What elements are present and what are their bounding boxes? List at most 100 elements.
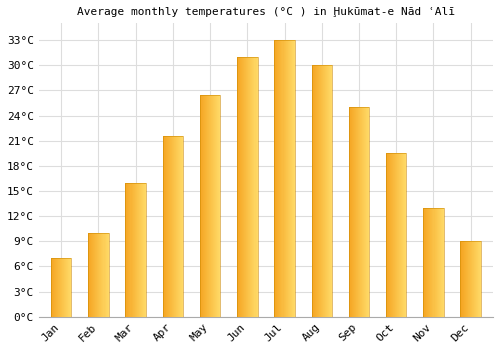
Bar [477,241,478,317]
Bar [211,94,212,317]
Bar [162,136,183,317]
Bar [64,258,65,317]
Bar [237,57,258,317]
Bar [321,65,322,317]
Bar [209,94,210,317]
Bar [172,136,173,317]
Bar [70,258,72,317]
Bar [363,107,364,317]
Bar [58,258,59,317]
Bar [88,233,89,317]
Bar [428,208,430,317]
Bar [480,241,481,317]
Bar [179,136,180,317]
Bar [162,136,164,317]
Bar [252,57,254,317]
Bar [327,65,328,317]
Bar [143,183,144,317]
Bar [214,94,215,317]
Bar [280,40,281,317]
Bar [359,107,360,317]
Bar [206,94,207,317]
Bar [292,40,294,317]
Bar [200,94,201,317]
Bar [316,65,318,317]
Bar [174,136,175,317]
Bar [215,94,216,317]
Bar [55,258,56,317]
Bar [366,107,367,317]
Bar [207,94,208,317]
Bar [98,233,100,317]
Bar [182,136,183,317]
Bar [238,57,239,317]
Bar [367,107,368,317]
Bar [88,233,108,317]
Bar [170,136,171,317]
Bar [169,136,170,317]
Bar [322,65,323,317]
Bar [326,65,327,317]
Bar [464,241,466,317]
Bar [318,65,320,317]
Bar [479,241,480,317]
Bar [476,241,477,317]
Bar [290,40,292,317]
Bar [145,183,146,317]
Bar [349,107,370,317]
Bar [312,65,314,317]
Bar [360,107,361,317]
Bar [354,107,355,317]
Bar [171,136,172,317]
Bar [434,208,436,317]
Bar [65,258,66,317]
Bar [201,94,202,317]
Bar [130,183,132,317]
Bar [402,153,404,317]
Bar [61,258,62,317]
Bar [426,208,428,317]
Bar [330,65,331,317]
Bar [466,241,468,317]
Bar [389,153,390,317]
Bar [358,107,359,317]
Bar [355,107,356,317]
Bar [62,258,63,317]
Bar [325,65,326,317]
Bar [430,208,432,317]
Bar [173,136,174,317]
Bar [398,153,400,317]
Bar [237,57,238,317]
Bar [284,40,286,317]
Bar [395,153,396,317]
Bar [246,57,248,317]
Bar [56,258,57,317]
Bar [387,153,388,317]
Bar [278,40,280,317]
Bar [424,208,426,317]
Bar [94,233,96,317]
Bar [320,65,321,317]
Bar [144,183,145,317]
Bar [90,233,91,317]
Bar [248,57,250,317]
Bar [204,94,205,317]
Bar [365,107,366,317]
Bar [368,107,370,317]
Bar [324,65,325,317]
Bar [168,136,169,317]
Bar [312,65,332,317]
Bar [203,94,204,317]
Bar [60,258,61,317]
Bar [132,183,134,317]
Bar [475,241,476,317]
Bar [217,94,218,317]
Bar [243,57,244,317]
Bar [178,136,179,317]
Bar [331,65,332,317]
Bar [470,241,472,317]
Bar [180,136,181,317]
Bar [134,183,136,317]
Bar [102,233,104,317]
Bar [59,258,60,317]
